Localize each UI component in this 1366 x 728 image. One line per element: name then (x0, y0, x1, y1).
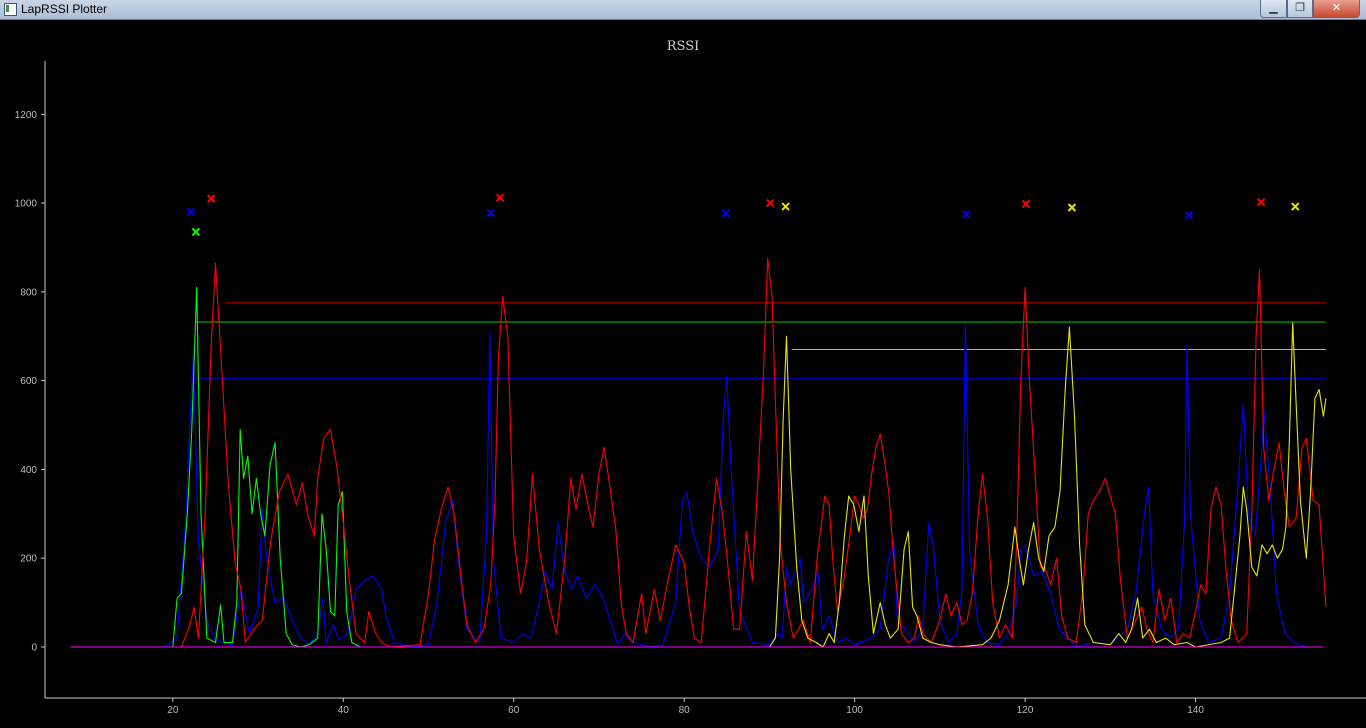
peak-markers (186, 193, 1300, 237)
x-tick-label: 100 (846, 705, 863, 716)
y-tick-label: 0 (31, 642, 37, 653)
y-tick-label: 200 (20, 554, 37, 565)
y-tick-label: 800 (20, 287, 37, 298)
x-tick-label: 60 (508, 705, 520, 716)
x-tick-label: 120 (1017, 705, 1034, 716)
peak-marker (495, 193, 505, 202)
window-titlebar[interactable]: LapRSSI Plotter ▁ ❐ ✕ (0, 0, 1366, 20)
peak-marker (206, 194, 216, 203)
peak-marker (766, 198, 775, 208)
x-tick-label: 20 (167, 705, 179, 716)
peak-marker (186, 207, 195, 217)
chart-title: RSSI (666, 39, 700, 54)
peak-marker (781, 202, 790, 211)
y-tick-label: 400 (20, 465, 37, 476)
x-tick-label: 80 (679, 705, 691, 716)
series-line (70, 322, 1324, 648)
peak-marker (1021, 199, 1031, 209)
peak-marker (486, 208, 495, 218)
threshold-lines (194, 302, 1326, 379)
maximize-button[interactable]: ❐ (1287, 0, 1313, 18)
peak-marker (191, 227, 201, 237)
y-tick-label: 600 (20, 376, 37, 387)
close-button[interactable]: ✕ (1313, 0, 1360, 18)
maximize-icon: ❐ (1295, 2, 1305, 14)
minimize-icon: ▁ (1269, 2, 1278, 14)
series-line (70, 322, 1327, 648)
peak-marker (1184, 210, 1193, 220)
series-line (70, 257, 1327, 648)
x-tick-label: 40 (338, 705, 350, 716)
window-title: LapRSSI Plotter (21, 2, 108, 16)
app-icon (4, 3, 17, 16)
x-tick-label: 140 (1187, 705, 1204, 716)
y-tick-label: 1000 (15, 199, 38, 210)
axes: 0 200 400 600 800 1000 1200 20 40 60 80 100 120 140 (15, 61, 1366, 716)
series-lines (70, 257, 1327, 648)
y-tick-label: 1200 (15, 110, 38, 121)
peak-marker (1256, 197, 1266, 207)
peak-marker (962, 209, 971, 219)
peak-marker (721, 209, 731, 218)
peak-marker (1067, 203, 1077, 212)
close-icon: ✕ (1331, 2, 1342, 14)
series-line (70, 286, 1324, 648)
rssi-plot[interactable]: 0 200 400 600 800 1000 1200 20 40 60 80 100 120 140 (0, 20, 1366, 728)
minimize-button[interactable]: ▁ (1260, 0, 1287, 18)
peak-marker (1291, 202, 1300, 211)
